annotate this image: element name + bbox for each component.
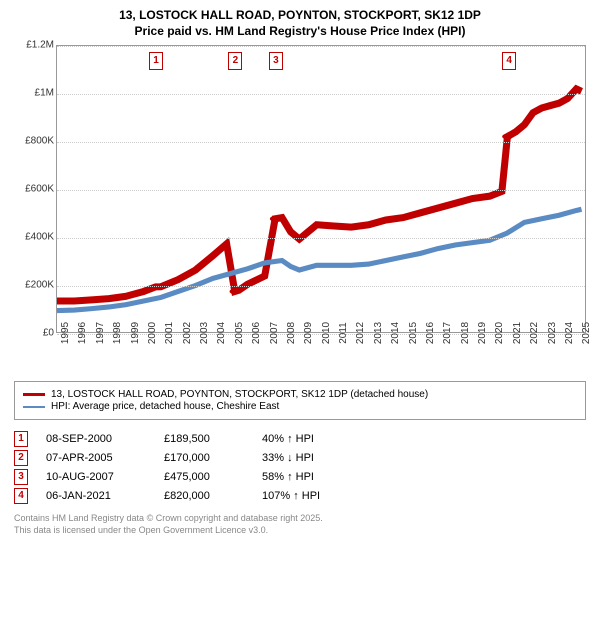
gridline-h xyxy=(57,286,585,287)
sales-table: 1 08-SEP-2000 £189,500 40% ↑ HPI 2 07-APR-200… xyxy=(14,428,586,507)
series-price_paid xyxy=(57,89,582,301)
y-axis-label: £200K xyxy=(14,280,54,291)
sale-price: £189,500 xyxy=(164,433,244,445)
y-axis-label: £800K xyxy=(14,136,54,147)
sale-marker-dot xyxy=(230,289,241,295)
sale-price: £475,000 xyxy=(164,471,244,483)
attribution-line-2: This data is licensed under the Open Gov… xyxy=(14,525,586,537)
sale-index-box: 3 xyxy=(14,469,28,485)
y-axis-label: £1.2M xyxy=(14,40,54,51)
sale-delta: 58% ↑ HPI xyxy=(262,471,586,483)
sale-marker-label: 2 xyxy=(228,52,242,70)
attribution-line-1: Contains HM Land Registry data © Crown c… xyxy=(14,513,586,525)
chart-svg xyxy=(57,46,585,332)
sale-price: £820,000 xyxy=(164,490,244,502)
legend-swatch xyxy=(23,406,45,408)
plot-region: 1 2 3 4 xyxy=(56,45,586,333)
y-axis-label: £400K xyxy=(14,232,54,243)
sale-date: 08-SEP-2000 xyxy=(46,433,146,445)
sale-price: £170,000 xyxy=(164,452,244,464)
sale-marker-dot xyxy=(502,134,513,140)
sale-delta: 33% ↓ HPI xyxy=(262,452,586,464)
legend-swatch xyxy=(23,393,45,396)
gridline-h xyxy=(57,238,585,239)
gridline-h xyxy=(57,190,585,191)
sale-row: 1 08-SEP-2000 £189,500 40% ↑ HPI xyxy=(14,431,586,447)
sale-index-box: 4 xyxy=(14,488,28,504)
sale-row: 2 07-APR-2005 £170,000 33% ↓ HPI xyxy=(14,450,586,466)
legend-label: 13, LOSTOCK HALL ROAD, POYNTON, STOCKPOR… xyxy=(51,389,428,400)
legend-row: HPI: Average price, detached house, Ches… xyxy=(23,401,577,412)
y-axis-label: £600K xyxy=(14,184,54,195)
gridline-h xyxy=(57,142,585,143)
sale-row: 4 06-JAN-2021 £820,000 107% ↑ HPI xyxy=(14,488,586,504)
title-line-2: Price paid vs. HM Land Registry's House … xyxy=(14,24,586,40)
sale-marker-label: 4 xyxy=(502,52,516,70)
attribution: Contains HM Land Registry data © Crown c… xyxy=(14,513,586,536)
legend-label: HPI: Average price, detached house, Ches… xyxy=(51,401,279,412)
chart-title: 13, LOSTOCK HALL ROAD, POYNTON, STOCKPOR… xyxy=(14,8,586,39)
title-line-1: 13, LOSTOCK HALL ROAD, POYNTON, STOCKPOR… xyxy=(14,8,586,24)
legend-row: 13, LOSTOCK HALL ROAD, POYNTON, STOCKPOR… xyxy=(23,389,577,400)
sale-marker-label: 1 xyxy=(149,52,163,70)
sale-date: 07-APR-2005 xyxy=(46,452,146,464)
sale-marker-dot xyxy=(270,216,281,222)
chart-area: 1234 £0£200K£400K£600K£800K£1M£1.2M19951… xyxy=(14,45,586,375)
legend: 13, LOSTOCK HALL ROAD, POYNTON, STOCKPOR… xyxy=(14,381,586,420)
y-axis-label: £1M xyxy=(14,88,54,99)
x-axis-label: 2025 xyxy=(577,322,600,344)
y-axis-label: £0 xyxy=(14,328,54,339)
sale-date: 06-JAN-2021 xyxy=(46,490,146,502)
sale-delta: 107% ↑ HPI xyxy=(262,490,586,502)
sale-row: 3 10-AUG-2007 £475,000 58% ↑ HPI xyxy=(14,469,586,485)
sale-delta: 40% ↑ HPI xyxy=(262,433,586,445)
sale-index-box: 1 xyxy=(14,431,28,447)
chart-container: 13, LOSTOCK HALL ROAD, POYNTON, STOCKPOR… xyxy=(0,0,600,620)
gridline-h xyxy=(57,46,585,47)
gridline-h xyxy=(57,94,585,95)
sale-date: 10-AUG-2007 xyxy=(46,471,146,483)
sale-index-box: 2 xyxy=(14,450,28,466)
sale-marker-label: 3 xyxy=(269,52,283,70)
